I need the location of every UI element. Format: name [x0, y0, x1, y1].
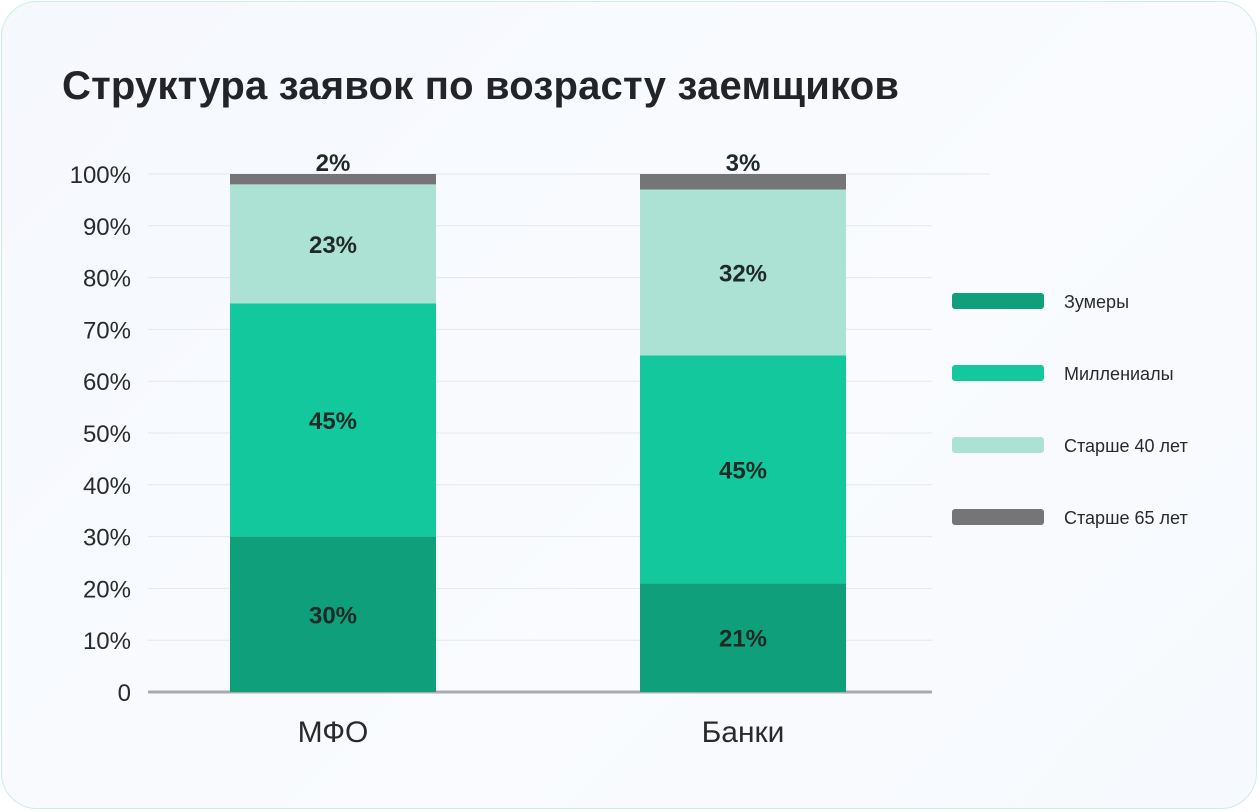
- data-label: 21%: [719, 626, 767, 653]
- y-tick-label: 40%: [83, 473, 131, 500]
- y-tick-label: 70%: [83, 317, 131, 344]
- legend-label: Старше 65 лет: [1064, 508, 1188, 528]
- data-label: 30%: [309, 602, 357, 629]
- bar-segment: [640, 174, 846, 190]
- data-label: 23%: [309, 232, 357, 259]
- y-tick-label: 30%: [83, 525, 131, 552]
- data-label: 45%: [719, 457, 767, 484]
- y-tick-label: 60%: [83, 369, 131, 396]
- y-tick-label: 50%: [83, 421, 131, 448]
- bar-segment: [230, 303, 436, 537]
- x-category-label: МФО: [298, 716, 369, 749]
- y-tick-label: 80%: [83, 266, 131, 293]
- data-label: 3%: [726, 150, 761, 177]
- data-label: 32%: [719, 260, 767, 287]
- y-tick-label: 10%: [83, 628, 131, 655]
- legend-swatch: [952, 437, 1044, 453]
- legend-label: Миллениалы: [1064, 364, 1174, 384]
- y-tick-label: 100%: [70, 162, 131, 189]
- bar-segment: [640, 189, 846, 356]
- bar-segment: [230, 536, 436, 692]
- bar-segment: [230, 184, 436, 304]
- chart-title: Структура заявок по возрасту заемщиков: [62, 64, 900, 108]
- bar-segment: [640, 355, 846, 584]
- bar-segment: [230, 174, 436, 185]
- bar-segment: [640, 583, 846, 692]
- x-category-label: Банки: [702, 716, 785, 749]
- y-tick-label: 0: [118, 680, 131, 707]
- legend-swatch: [952, 293, 1044, 309]
- y-tick-label: 20%: [83, 576, 131, 603]
- legend-swatch: [952, 365, 1044, 381]
- y-tick-label: 90%: [83, 214, 131, 241]
- legend-swatch: [952, 509, 1044, 525]
- legend-label: Старше 40 лет: [1064, 436, 1188, 456]
- legend-label: Зумеры: [1064, 292, 1129, 312]
- data-label: 45%: [309, 408, 357, 435]
- data-label: 2%: [316, 150, 351, 177]
